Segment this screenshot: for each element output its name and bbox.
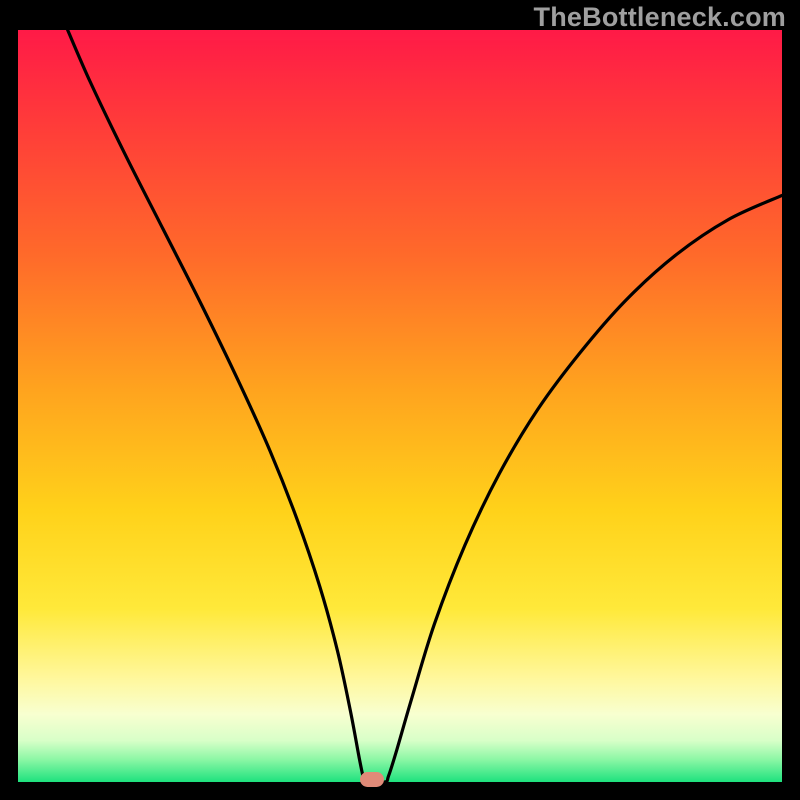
frame-right <box>782 0 800 800</box>
bottleneck-curve <box>18 30 782 782</box>
optimal-marker <box>360 772 384 787</box>
watermark-text: TheBottleneck.com <box>534 2 786 33</box>
frame-left <box>0 0 18 800</box>
curve-path <box>68 30 782 783</box>
chart-stage: TheBottleneck.com <box>0 0 800 800</box>
frame-bottom <box>0 782 800 800</box>
